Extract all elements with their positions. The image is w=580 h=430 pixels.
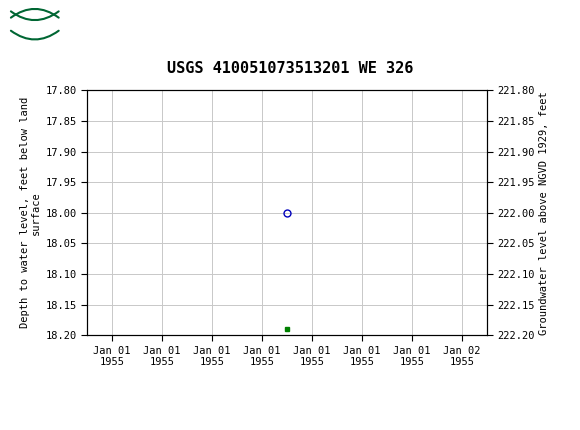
Text: USGS 410051073513201 WE 326: USGS 410051073513201 WE 326	[167, 61, 413, 76]
Y-axis label: Groundwater level above NGVD 1929, feet: Groundwater level above NGVD 1929, feet	[539, 91, 549, 335]
FancyBboxPatch shape	[6, 3, 64, 36]
Text: USGS: USGS	[67, 10, 114, 29]
Y-axis label: Depth to water level, feet below land
surface: Depth to water level, feet below land su…	[20, 97, 41, 329]
